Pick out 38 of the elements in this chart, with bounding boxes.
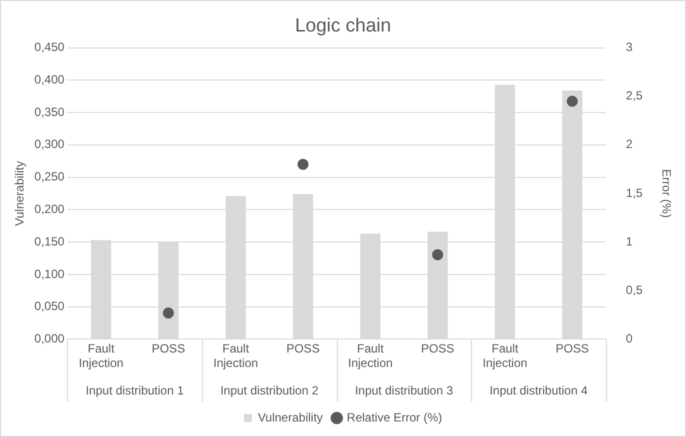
point <box>298 158 309 170</box>
point <box>162 307 174 318</box>
text: Input distribution 1 <box>86 383 184 398</box>
y-tick-label: 0,000 <box>34 332 65 346</box>
text: Input distribution 4 <box>490 383 588 398</box>
y2-tick-label: 3 <box>626 40 633 54</box>
y2-tick-label: 0 <box>626 332 633 346</box>
y2-tick-label: 1,5 <box>626 186 643 200</box>
y-tick-label: 0,200 <box>34 202 65 216</box>
x-tick-label: POSS <box>152 342 186 356</box>
x-tick-label: POSS <box>556 342 589 356</box>
y-tick-label: 0,050 <box>34 299 65 314</box>
y2-tick-label: 2 <box>626 137 633 152</box>
y-tick-label: 0,450 <box>34 40 65 54</box>
y-tick-label: 0,250 <box>34 170 65 184</box>
y-tick-label: 0,350 <box>34 104 65 119</box>
y2-tick-label: 2,5 <box>626 88 643 103</box>
x-tick-label: Fault Injection <box>213 342 258 370</box>
y-tick-label: 0,400 <box>34 72 65 86</box>
y-tick-label: 0,100 <box>34 266 65 281</box>
point <box>566 96 578 107</box>
legend-label: Relative Error (%) <box>346 410 442 424</box>
x-tick-label: Fault Injection <box>78 342 124 370</box>
y-tick-label: 0,150 <box>34 234 65 248</box>
y2-axis-title: Error (%) <box>659 169 674 218</box>
chart-title: Logic chain <box>294 16 392 37</box>
y2-tick-label: 0,5 <box>626 282 643 297</box>
y2-tick-label: 1 <box>626 234 633 248</box>
x-tick-label: POSS <box>420 342 454 356</box>
y-axis-title: Vulnerability <box>12 161 27 226</box>
point <box>432 249 444 260</box>
x-tick-label: Fault Injection <box>348 342 393 370</box>
x-tick-label: Fault Injection <box>482 342 528 370</box>
x-tick-label: POSS <box>286 342 320 356</box>
y-tick-label: 0,300 <box>34 137 65 152</box>
text: Input distribution 3 <box>354 383 454 398</box>
text: Input distribution 2 <box>220 383 319 398</box>
legend-label: Vulnerability <box>258 410 323 424</box>
